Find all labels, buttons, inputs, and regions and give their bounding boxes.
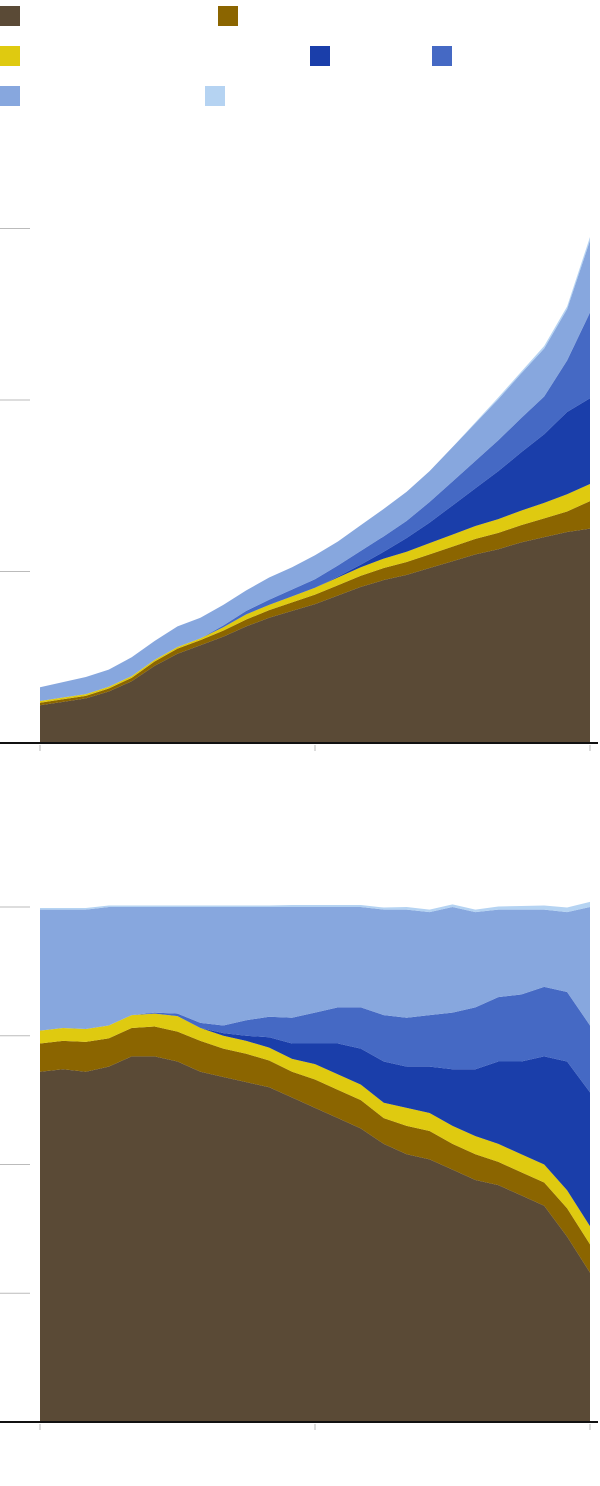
legend-swatch [218,6,238,26]
series-area-1 [40,528,590,743]
series-area-6 [40,907,590,1031]
legend-swatch [0,6,20,26]
legend-swatch [0,86,20,106]
series-area-4 [40,1013,590,1227]
series-area-1 [40,1056,590,1422]
series-area-2 [40,1026,590,1273]
chart-1 [0,227,598,751]
legend-swatch [0,46,20,66]
legend-swatch [205,86,225,106]
series-area-2 [40,501,590,706]
series-area-3 [40,484,590,703]
legend-swatch [310,46,330,66]
series-area-5 [40,986,590,1093]
chart-legend [0,0,600,110]
series-area-3 [40,1013,590,1245]
series-area-7 [40,901,590,913]
legend-swatch [432,46,452,66]
chart-2 [0,901,598,1430]
